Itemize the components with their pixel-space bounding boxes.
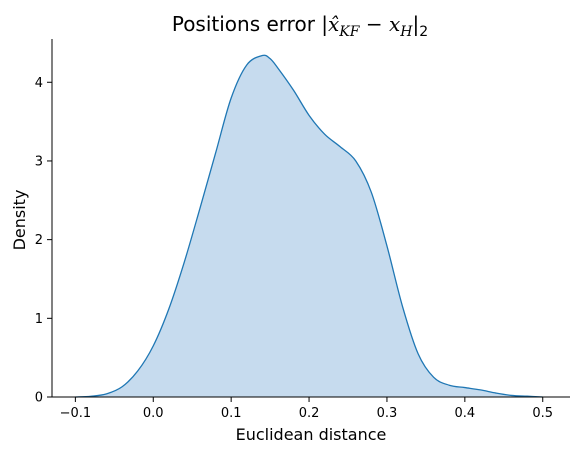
x-tick-label: −0.1 (60, 406, 92, 421)
y-tick-label: 4 (35, 76, 43, 91)
x-tick-label: 0.2 (299, 406, 320, 421)
x-tick-label: 0.5 (532, 406, 553, 421)
x-axis-label: Euclidean distance (236, 425, 387, 444)
x-tick-label: 0.1 (221, 406, 242, 421)
y-tick-label: 2 (35, 233, 43, 248)
density-fill-area (75, 55, 543, 397)
x-tick-label: 0.4 (454, 406, 475, 421)
x-tick-label: 0.3 (377, 406, 398, 421)
x-tick-label: 0.0 (143, 406, 164, 421)
chart-title: Positions error |x̂KF − xH|2 (172, 12, 428, 40)
y-tick-label: 0 (35, 391, 43, 406)
density-curve (75, 54, 543, 398)
y-tick-label: 1 (35, 312, 43, 327)
y-tick-label: 3 (35, 154, 43, 169)
x-axis-ticks: −0.1 0.0 0.1 0.2 0.3 0.4 0.5 (60, 397, 553, 421)
y-axis-label: Density (10, 190, 29, 251)
y-axis-ticks: 0 1 2 3 4 (35, 76, 52, 406)
plot-area (75, 54, 543, 398)
